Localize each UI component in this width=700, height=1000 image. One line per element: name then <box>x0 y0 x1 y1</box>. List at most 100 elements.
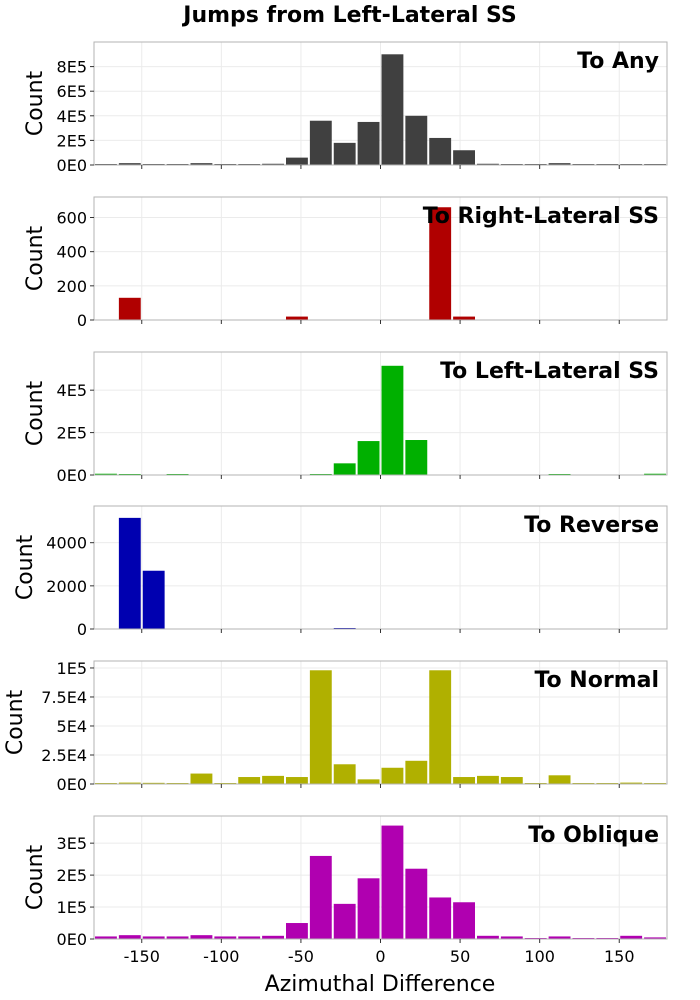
bar <box>405 760 428 784</box>
y-tick-label: 0E0 <box>57 156 87 175</box>
bar <box>548 775 571 784</box>
x-tick-label: -50 <box>288 947 314 966</box>
bar <box>333 463 356 475</box>
bar <box>548 936 571 939</box>
panel-title: To Left-Lateral SS <box>440 359 659 384</box>
bar <box>118 935 141 939</box>
y-tick-label: 2E5 <box>57 131 87 150</box>
y-tick-label: 4E5 <box>57 381 87 400</box>
y-axis-label: Count <box>13 534 38 600</box>
bar <box>620 782 643 784</box>
bar <box>190 935 213 939</box>
bar <box>453 150 475 165</box>
bar <box>309 670 332 784</box>
bar <box>333 764 356 784</box>
panel-title: To Right-Lateral SS <box>423 204 659 229</box>
bar <box>357 779 380 784</box>
y-tick-label: 2.5E4 <box>41 746 87 765</box>
bar <box>381 365 404 475</box>
bar <box>381 54 404 165</box>
panel-title: To Normal <box>534 668 659 693</box>
panel-4: 0 2000 4000 Count To Reverse <box>13 505 668 639</box>
bar <box>190 773 213 784</box>
x-tick-label: -150 <box>124 947 160 966</box>
x-tick-label: 100 <box>524 947 555 966</box>
bar <box>429 137 452 165</box>
bar <box>118 782 141 784</box>
bar <box>644 473 666 475</box>
bar <box>190 163 213 165</box>
y-tick-label: 200 <box>56 277 87 296</box>
bar <box>477 775 499 784</box>
bar <box>95 936 117 939</box>
x-tick-label: 0 <box>375 947 385 966</box>
bar <box>429 207 452 320</box>
y-tick-label: 0E0 <box>57 775 87 794</box>
bar <box>286 777 308 784</box>
y-axis-label: Count <box>23 380 48 446</box>
bar <box>477 935 499 939</box>
panel-title: To Oblique <box>528 823 659 848</box>
x-axis-label: Azimuthal Difference <box>265 972 496 997</box>
bar <box>214 936 237 939</box>
bar <box>620 935 643 939</box>
bar <box>429 670 452 784</box>
bar <box>262 775 284 784</box>
y-tick-label: 0E0 <box>57 466 87 485</box>
y-axis-label: Count <box>23 225 48 291</box>
bar <box>95 473 117 475</box>
bar <box>500 777 523 784</box>
panels: 0E0 2E5 4E5 6E5 8E5 Count To Any 0 200 400 600 Coun… <box>3 41 668 966</box>
bar <box>405 115 428 165</box>
bar <box>453 902 475 939</box>
bar <box>381 825 404 939</box>
y-tick-label: 2000 <box>46 577 87 596</box>
y-tick-label: 8E5 <box>57 58 87 77</box>
bar <box>286 157 308 165</box>
y-tick-label: 7.5E4 <box>41 688 87 707</box>
bar <box>405 868 428 939</box>
bar <box>357 121 380 165</box>
y-tick-label: 600 <box>56 209 87 228</box>
bar <box>357 441 380 475</box>
y-tick-label: 3E5 <box>57 834 87 853</box>
bar <box>262 163 284 165</box>
panel-1: 0E0 2E5 4E5 6E5 8E5 Count To Any <box>23 41 668 175</box>
panel-2: 0 200 400 600 Count To Right-Lateral SS <box>23 196 668 330</box>
panel-title: To Any <box>577 49 659 74</box>
bar <box>309 120 332 165</box>
panel-6: 0E0 1E5 2E5 3E5 Count To Oblique <box>23 815 668 949</box>
y-tick-label: 1E5 <box>57 898 87 917</box>
bar <box>142 570 165 629</box>
bar <box>548 163 571 165</box>
panel-title: To Reverse <box>524 513 659 538</box>
bar <box>262 935 284 939</box>
y-tick-label: 2E5 <box>57 424 87 443</box>
bar <box>333 142 356 165</box>
bar <box>381 767 404 784</box>
y-axis-label: Count <box>3 689 28 755</box>
bar <box>238 777 261 784</box>
y-tick-label: 0E0 <box>57 930 87 949</box>
bar <box>644 937 666 939</box>
bar <box>309 855 332 939</box>
y-tick-label: 2E5 <box>57 866 87 885</box>
bar <box>238 936 261 939</box>
bar <box>405 440 428 475</box>
y-tick-label: 4E5 <box>57 107 87 126</box>
bar <box>166 936 189 939</box>
y-tick-label: 5E4 <box>57 717 87 736</box>
bar <box>142 936 165 939</box>
x-tick-label: 50 <box>450 947 470 966</box>
bar <box>142 782 165 784</box>
bar <box>286 923 308 939</box>
panel-3: 0E0 2E5 4E5 Count To Left-Lateral SS <box>23 351 668 485</box>
bar <box>477 163 499 165</box>
bar <box>453 777 475 784</box>
figure-title: Jumps from Left-Lateral SS <box>181 3 516 28</box>
x-tick-label: -100 <box>203 947 239 966</box>
bar <box>429 897 452 939</box>
y-tick-label: 1E5 <box>57 659 87 678</box>
bar <box>500 936 523 939</box>
